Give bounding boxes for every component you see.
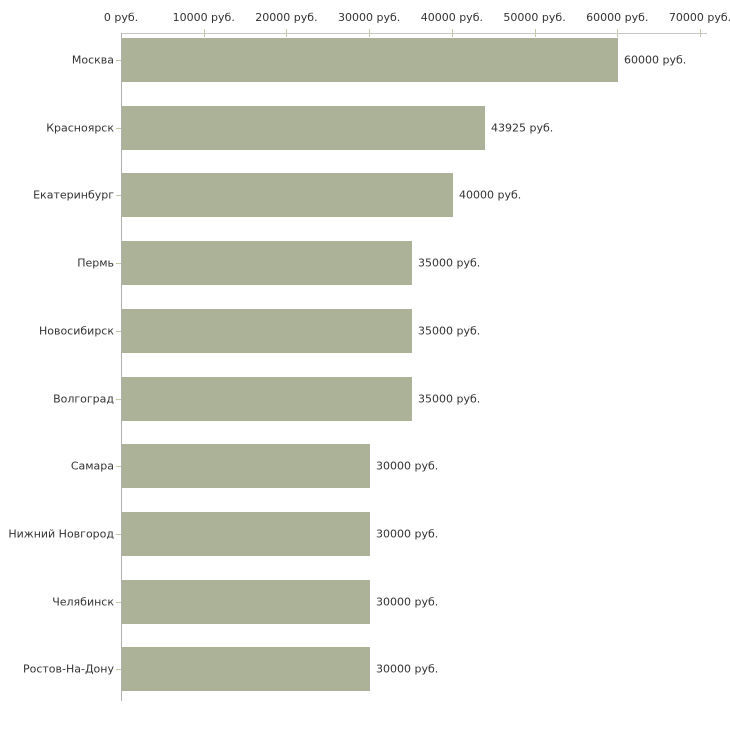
x-axis-tick-label: 10000 руб.	[172, 11, 235, 24]
category-label: Челябинск	[52, 595, 114, 609]
category-label: Самара	[70, 459, 114, 473]
x-axis-tick-label: 30000 руб.	[338, 11, 401, 24]
bar	[122, 241, 412, 286]
bar	[122, 376, 412, 421]
bar	[122, 511, 370, 556]
y-axis-tick-mark	[116, 533, 121, 535]
bar	[122, 105, 485, 150]
category-label: Екатеринбург	[33, 188, 114, 202]
bar	[122, 173, 453, 218]
value-label: 35000 руб.	[418, 324, 481, 338]
category-label: Нижний Новгород	[8, 527, 114, 541]
category-label: Красноярск	[46, 121, 114, 135]
x-axis-tick-label: 50000 руб.	[503, 11, 566, 24]
bar	[122, 444, 370, 489]
y-axis-tick-mark	[116, 466, 121, 468]
value-label: 40000 руб.	[459, 188, 522, 202]
category-label: Пермь	[77, 256, 114, 270]
y-axis-line	[121, 33, 122, 701]
y-axis-tick-mark	[116, 263, 121, 265]
bar	[122, 308, 412, 353]
x-axis-tick-label: 70000 руб.	[668, 11, 730, 24]
value-label: 30000 руб.	[376, 459, 439, 473]
category-label: Волгоград	[53, 392, 114, 405]
y-axis-tick-mark	[116, 601, 121, 603]
x-axis-line	[121, 33, 707, 34]
value-label: 60000 руб.	[624, 53, 687, 67]
x-axis-tick-label: 60000 руб.	[586, 11, 649, 24]
category-label: Москва	[71, 53, 114, 67]
value-label: 43925 руб.	[491, 121, 554, 135]
value-label: 35000 руб.	[418, 392, 481, 405]
category-label: Новосибирск	[38, 324, 114, 338]
value-label: 30000 руб.	[376, 662, 439, 676]
value-label: 30000 руб.	[376, 595, 439, 609]
value-label: 30000 руб.	[376, 527, 439, 541]
x-axis-tick-label: 20000 руб.	[255, 11, 318, 24]
category-label: Ростов-На-Дону	[22, 662, 114, 676]
bar	[122, 579, 370, 624]
bar	[122, 647, 370, 692]
x-axis-tick-label: 0 руб.	[103, 11, 139, 24]
y-axis-tick-mark	[116, 127, 121, 129]
x-axis-tick-label: 40000 руб.	[420, 11, 483, 24]
bar	[122, 38, 618, 82]
y-axis-tick-mark	[116, 60, 121, 61]
y-axis-tick-mark	[116, 398, 121, 400]
y-axis-tick-mark	[116, 330, 121, 332]
y-axis-tick-mark	[116, 195, 121, 197]
y-axis-tick-mark	[116, 669, 121, 671]
value-label: 35000 руб.	[418, 256, 481, 270]
